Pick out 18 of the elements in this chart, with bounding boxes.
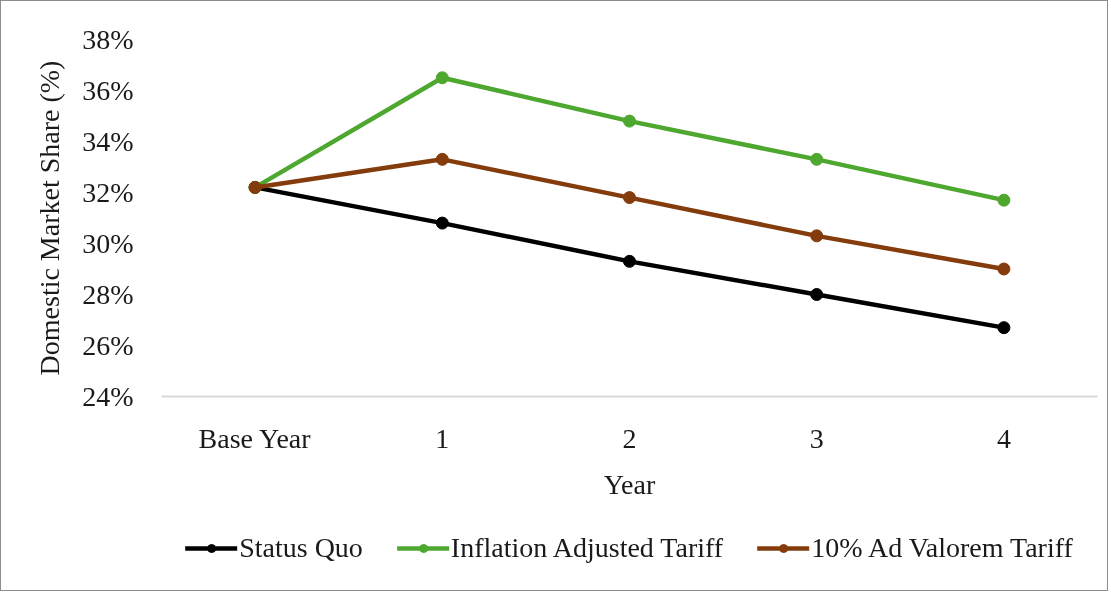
x-tick-label: Base Year: [198, 422, 312, 454]
legend-label: Status Quo: [239, 532, 363, 564]
y-tick-label: 24%: [82, 381, 134, 412]
y-axis-title: Domestic Market Share (%): [34, 60, 66, 376]
legend-label: Inflation Adjusted Tariff: [450, 532, 724, 564]
x-axis-title: Year: [603, 468, 656, 500]
x-tick-label: 3: [809, 422, 824, 454]
y-tick-label: 38%: [82, 24, 134, 55]
x-tick-label: 4: [996, 422, 1011, 454]
y-tick-label: 32%: [82, 177, 134, 208]
y-tick-label: 36%: [82, 75, 134, 106]
x-tick-label: 1: [435, 422, 450, 454]
y-tick-label: 28%: [82, 279, 134, 310]
y-tick-label: 26%: [82, 330, 134, 361]
legend-label: 10% Ad Valorem Tariff: [811, 532, 1073, 564]
y-tick-label: 34%: [82, 126, 134, 157]
y-tick-label: 30%: [82, 228, 134, 259]
x-tick-label: 2: [622, 422, 637, 454]
